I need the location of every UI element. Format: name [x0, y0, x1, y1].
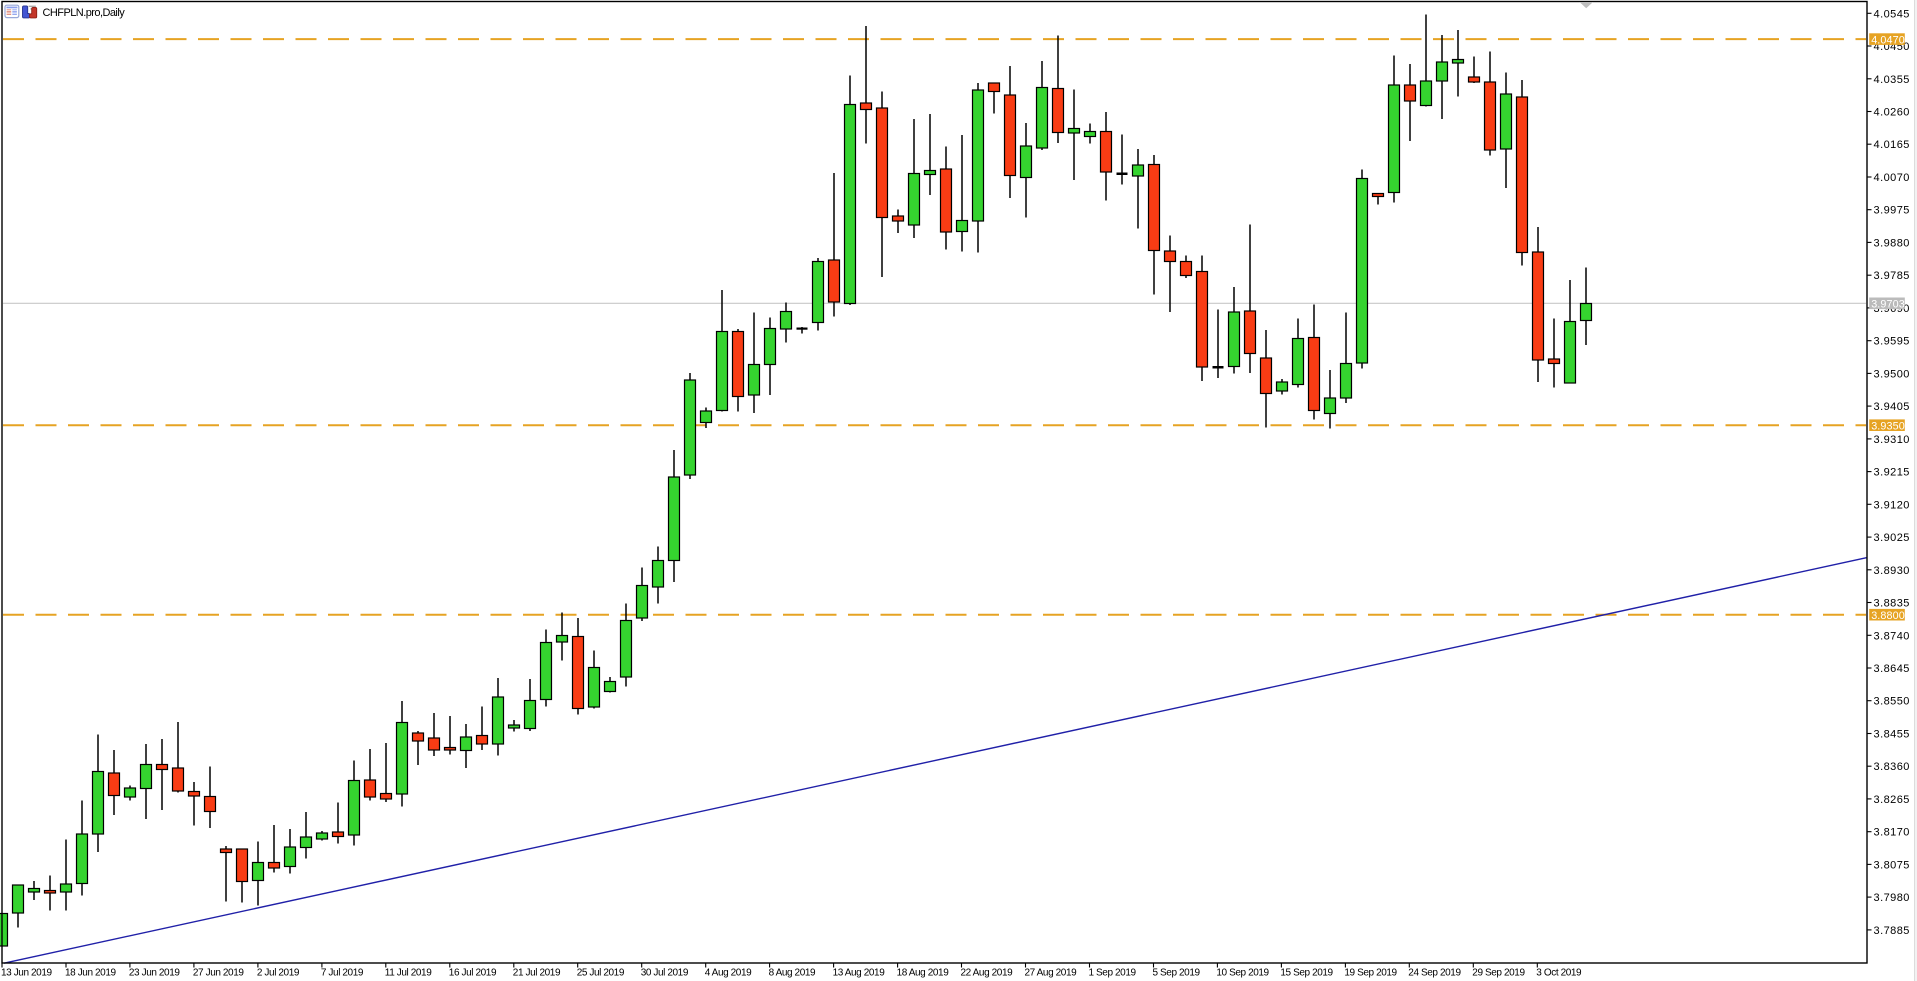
svg-text:3.9500: 3.9500	[1874, 368, 1910, 380]
svg-text:3.8740: 3.8740	[1874, 630, 1910, 642]
svg-text:30 Jul 2019: 30 Jul 2019	[641, 968, 689, 979]
svg-text:3.7885: 3.7885	[1874, 925, 1910, 937]
svg-text:3.8170: 3.8170	[1874, 827, 1910, 839]
svg-text:3.9880: 3.9880	[1874, 237, 1910, 249]
svg-text:4 Aug 2019: 4 Aug 2019	[705, 968, 752, 979]
svg-text:18 Aug 2019: 18 Aug 2019	[897, 968, 950, 979]
svg-text:3.9215: 3.9215	[1874, 467, 1910, 479]
svg-text:3.9025: 3.9025	[1874, 532, 1910, 544]
svg-text:4.0165: 4.0165	[1874, 139, 1910, 151]
svg-text:15 Sep 2019: 15 Sep 2019	[1280, 968, 1333, 979]
svg-text:2 Jul 2019: 2 Jul 2019	[257, 968, 300, 979]
svg-text:1 Sep 2019: 1 Sep 2019	[1089, 968, 1137, 979]
svg-text:4.0470: 4.0470	[1871, 34, 1905, 46]
svg-text:24 Sep 2019: 24 Sep 2019	[1408, 968, 1461, 979]
svg-text:3.9595: 3.9595	[1874, 336, 1910, 348]
svg-text:27 Jun 2019: 27 Jun 2019	[193, 968, 244, 979]
svg-text:11 Jul 2019: 11 Jul 2019	[385, 968, 432, 979]
svg-text:4.0260: 4.0260	[1874, 107, 1910, 119]
svg-text:3.8455: 3.8455	[1874, 729, 1910, 741]
svg-text:13 Aug 2019: 13 Aug 2019	[833, 968, 886, 979]
svg-text:4.0070: 4.0070	[1874, 172, 1910, 184]
svg-text:3.9350: 3.9350	[1871, 420, 1905, 432]
svg-text:7 Jul 2019: 7 Jul 2019	[321, 968, 364, 979]
svg-text:5 Sep 2019: 5 Sep 2019	[1153, 968, 1201, 979]
svg-text:3.9405: 3.9405	[1874, 401, 1910, 413]
svg-text:27 Aug 2019: 27 Aug 2019	[1025, 968, 1078, 979]
svg-text:3.7980: 3.7980	[1874, 892, 1910, 904]
svg-text:13 Jun 2019: 13 Jun 2019	[1, 968, 52, 979]
svg-text:10 Sep 2019: 10 Sep 2019	[1216, 968, 1269, 979]
svg-text:3.8930: 3.8930	[1874, 565, 1910, 577]
svg-text:4.0355: 4.0355	[1874, 74, 1910, 86]
svg-text:3.8835: 3.8835	[1874, 598, 1910, 610]
svg-text:22 Aug 2019: 22 Aug 2019	[961, 968, 1014, 979]
svg-text:25 Jul 2019: 25 Jul 2019	[577, 968, 625, 979]
svg-text:3.8550: 3.8550	[1874, 696, 1910, 708]
svg-text:21 Jul 2019: 21 Jul 2019	[513, 968, 561, 979]
svg-text:3.8800: 3.8800	[1871, 610, 1905, 622]
svg-text:3.8645: 3.8645	[1874, 663, 1910, 675]
svg-text:16 Jul 2019: 16 Jul 2019	[449, 968, 497, 979]
svg-text:CHFPLN.pro,Daily: CHFPLN.pro,Daily	[43, 7, 126, 19]
svg-text:3.9120: 3.9120	[1874, 499, 1910, 511]
svg-text:18 Jun 2019: 18 Jun 2019	[65, 968, 116, 979]
svg-text:19 Sep 2019: 19 Sep 2019	[1344, 968, 1397, 979]
svg-text:3 Oct 2019: 3 Oct 2019	[1536, 968, 1582, 979]
svg-text:3.9975: 3.9975	[1874, 205, 1910, 217]
svg-text:23 Jun 2019: 23 Jun 2019	[129, 968, 180, 979]
svg-text:3.9785: 3.9785	[1874, 270, 1910, 282]
svg-text:3.8360: 3.8360	[1874, 761, 1910, 773]
svg-text:3.9310: 3.9310	[1874, 434, 1910, 446]
svg-text:29 Sep 2019: 29 Sep 2019	[1472, 968, 1525, 979]
svg-text:8 Aug 2019: 8 Aug 2019	[769, 968, 816, 979]
svg-text:3.8265: 3.8265	[1874, 794, 1910, 806]
svg-text:3.8075: 3.8075	[1874, 859, 1910, 871]
svg-text:4.0545: 4.0545	[1874, 8, 1910, 20]
svg-text:3.9703: 3.9703	[1871, 299, 1905, 311]
